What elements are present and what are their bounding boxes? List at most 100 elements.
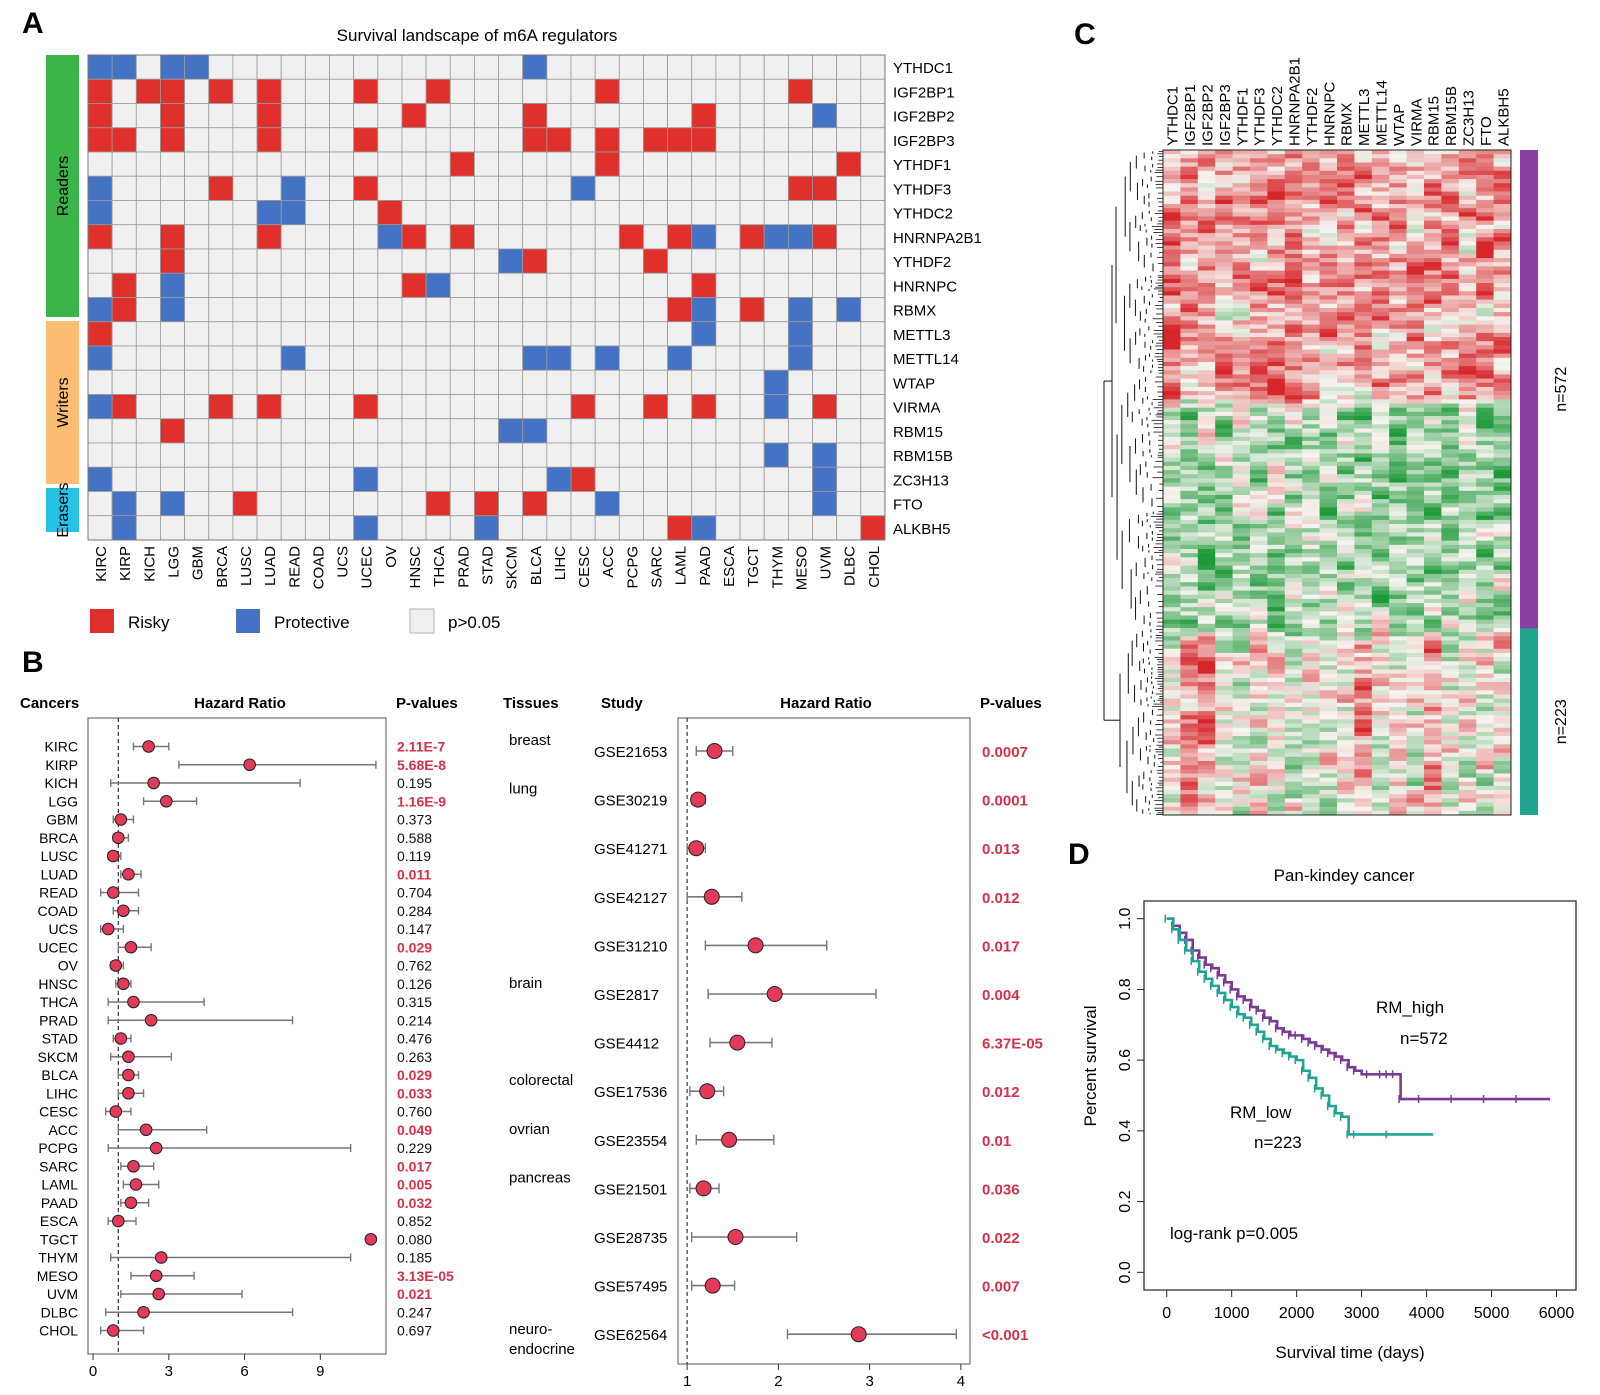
expr-cell [1250,424,1268,429]
hr-point-gse31210 [747,937,764,954]
cancer-row-label-chol: CHOL [39,1323,78,1339]
expr-cell [1476,328,1494,334]
expr-cell [1354,183,1373,188]
expr-cell [1354,291,1373,296]
expr-cell [1163,482,1181,487]
expr-cell [1476,341,1494,346]
expr-cell [1163,361,1181,367]
expr-cell [1441,499,1460,504]
expr-cell [1337,361,1355,367]
expr-cell [1337,170,1355,176]
expr-cell [1215,632,1233,637]
expr-cell [1424,478,1442,483]
expr-cell [1424,494,1442,500]
expr-cell [1250,341,1268,346]
expr-cell [1441,744,1460,749]
expr-cell [1476,228,1494,234]
cell-ythdf1-chol [860,151,886,177]
expr-cell [1476,677,1494,683]
expr-cell [1163,723,1181,729]
expr-cell [1215,686,1233,691]
expr-cell [1389,482,1407,487]
expr-cell [1284,370,1303,375]
cell-ythdf1-ucec [353,151,379,177]
expr-cell [1493,752,1512,758]
expr-cell [1389,465,1407,471]
expr-cell [1458,682,1477,687]
expr-cell [1476,353,1494,359]
expr-cell [1302,519,1320,525]
cell-ythdf2-uvm [812,248,838,274]
expr-cell [1406,665,1425,670]
expr-cell [1371,723,1390,729]
expr-cell [1163,403,1181,408]
expr-cell [1232,573,1251,579]
cell-hnrnpa2b1-meso [787,224,813,250]
expr-cell [1389,632,1407,637]
cell-zc3h13-thym [763,466,789,492]
cell-mettl14-paad [691,345,717,371]
cluster-gene-alkbh5: ALKBH5 [1495,88,1512,146]
expr-cell [1424,682,1442,687]
expr-cell [1441,748,1460,753]
cell-hnrnpa2b1-read [280,224,306,250]
expr-cell [1476,374,1494,379]
cell-igf2bp3-dlbc [836,127,862,153]
expr-cell [1180,461,1199,467]
expr-cell [1371,291,1390,296]
expr-cell [1302,216,1320,221]
hr-point-ucs [101,922,115,936]
expr-cell [1371,524,1390,529]
expr-cell [1371,740,1390,745]
expr-cell [1406,727,1425,733]
expr-cell [1302,690,1320,695]
cell-hnrnpc-tgct [739,272,765,298]
expr-cell [1424,470,1442,475]
expr-cell [1406,191,1425,197]
expr-cell [1424,332,1442,338]
expr-cell [1250,494,1268,500]
expr-cell [1180,615,1199,620]
cell-alkbh5-paad [691,515,717,541]
cell-fto-ucs [329,491,355,517]
cell-igf2bp3-laml [667,127,693,153]
expr-cell [1458,370,1477,375]
cell-ythdf1-lgg [160,151,185,177]
expr-cell [1180,291,1199,296]
expr-cell [1267,636,1286,641]
expr-cell [1441,245,1460,251]
p-value-laml: 0.005 [397,1177,432,1193]
expr-cell [1389,511,1407,517]
expr-cell [1215,262,1233,267]
expr-cell [1197,744,1216,749]
p-value-lusc: 0.119 [397,848,431,864]
expr-cell [1458,598,1477,604]
cell-mettl14-kich [135,345,161,371]
cell-rbmx-brca [208,297,234,323]
expr-cell [1163,416,1181,421]
expr-cell [1197,253,1216,259]
expr-cell [1424,233,1442,238]
expr-cell [1493,361,1512,367]
expr-cell [1284,199,1303,205]
expr-cell [1441,769,1460,774]
expr-cell [1250,640,1268,645]
expr-cell [1371,711,1390,716]
expr-cell [1163,228,1181,234]
expr-cell [1267,270,1286,275]
expr-cell [1441,386,1460,392]
expr-cell [1163,711,1181,716]
expr-cell [1302,711,1320,716]
cluster-gene-labels: YTHDC1 IGF2BP1 IGF2BP2 IGF2BP3 YTHDF1 YTHDF3 Y… [1165,57,1513,146]
expr-cell [1267,220,1286,226]
expr-cell [1232,266,1251,271]
expr-cell [1337,698,1355,704]
expr-cell [1197,519,1216,525]
expr-cell [1337,195,1355,201]
expr-cell [1284,162,1303,167]
expr-cell [1232,191,1251,197]
expr-cell [1441,366,1460,371]
expr-cell [1493,337,1512,342]
expr-cell [1267,652,1286,658]
expr-cell [1302,731,1320,737]
